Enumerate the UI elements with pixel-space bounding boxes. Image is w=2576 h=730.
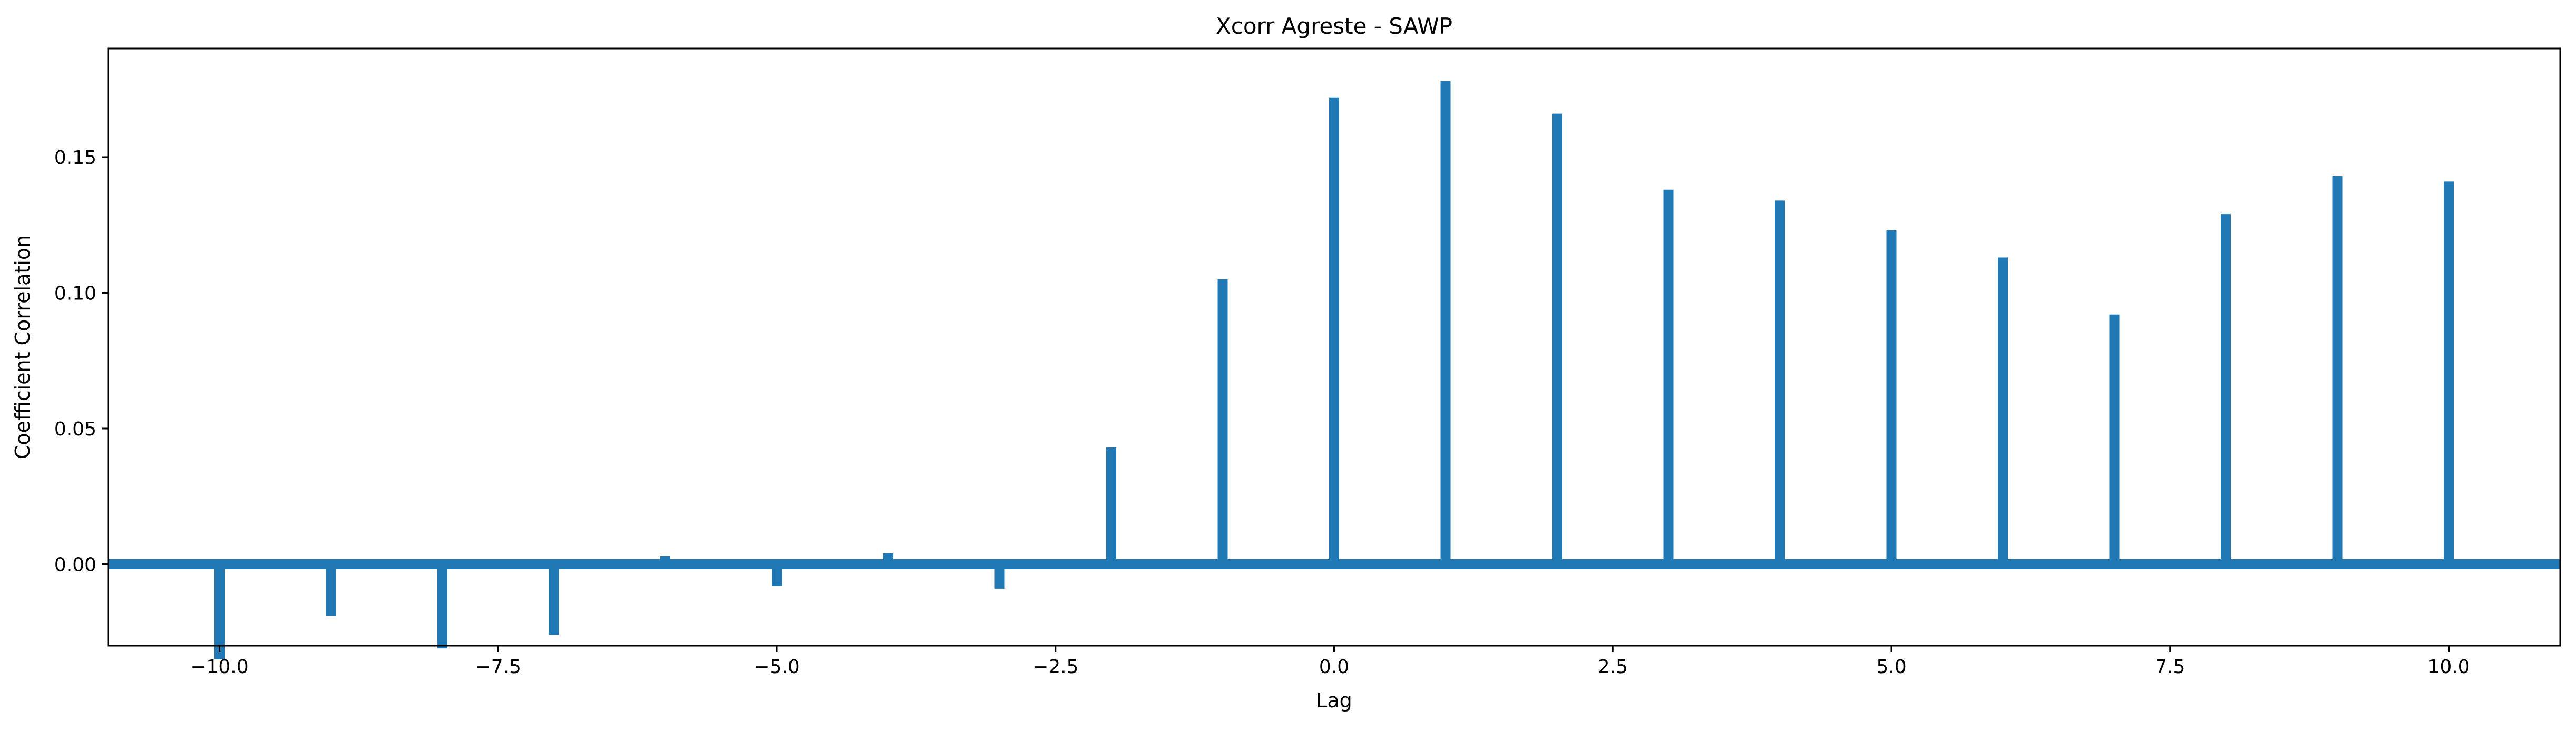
x-tick-label: −5.0 [754,656,799,678]
x-tick-label: −10.0 [190,656,248,678]
x-ticks: −10.0 −7.5 −5.0 −2.5 0.0 2.5 5.0 7.5 10.0 [190,646,2470,678]
y-tick-label: 0.00 [54,554,96,576]
x-tick-label: 5.0 [1876,656,1906,678]
x-tick-label: 2.5 [1598,656,1628,678]
y-tick-label: 0.15 [54,147,96,169]
chart-title: Xcorr Agreste - SAWP [1216,13,1452,39]
x-tick-label: 10.0 [2427,656,2470,678]
x-tick-label: −7.5 [475,656,521,678]
x-tick-label: −2.5 [1032,656,1078,678]
y-tick-label: 0.10 [54,283,96,305]
plot-frame [107,47,2561,647]
y-ticks: 0.00 0.05 0.10 0.15 [54,147,108,576]
y-tick-label: 0.05 [54,418,96,440]
y-axis-label: Coefficient Correlation [11,235,34,459]
x-tick-label: 7.5 [2155,656,2185,678]
x-tick-label: 0.0 [1319,656,1349,678]
bars-layer [108,81,2560,659]
x-axis-label: Lag [1316,689,1352,712]
